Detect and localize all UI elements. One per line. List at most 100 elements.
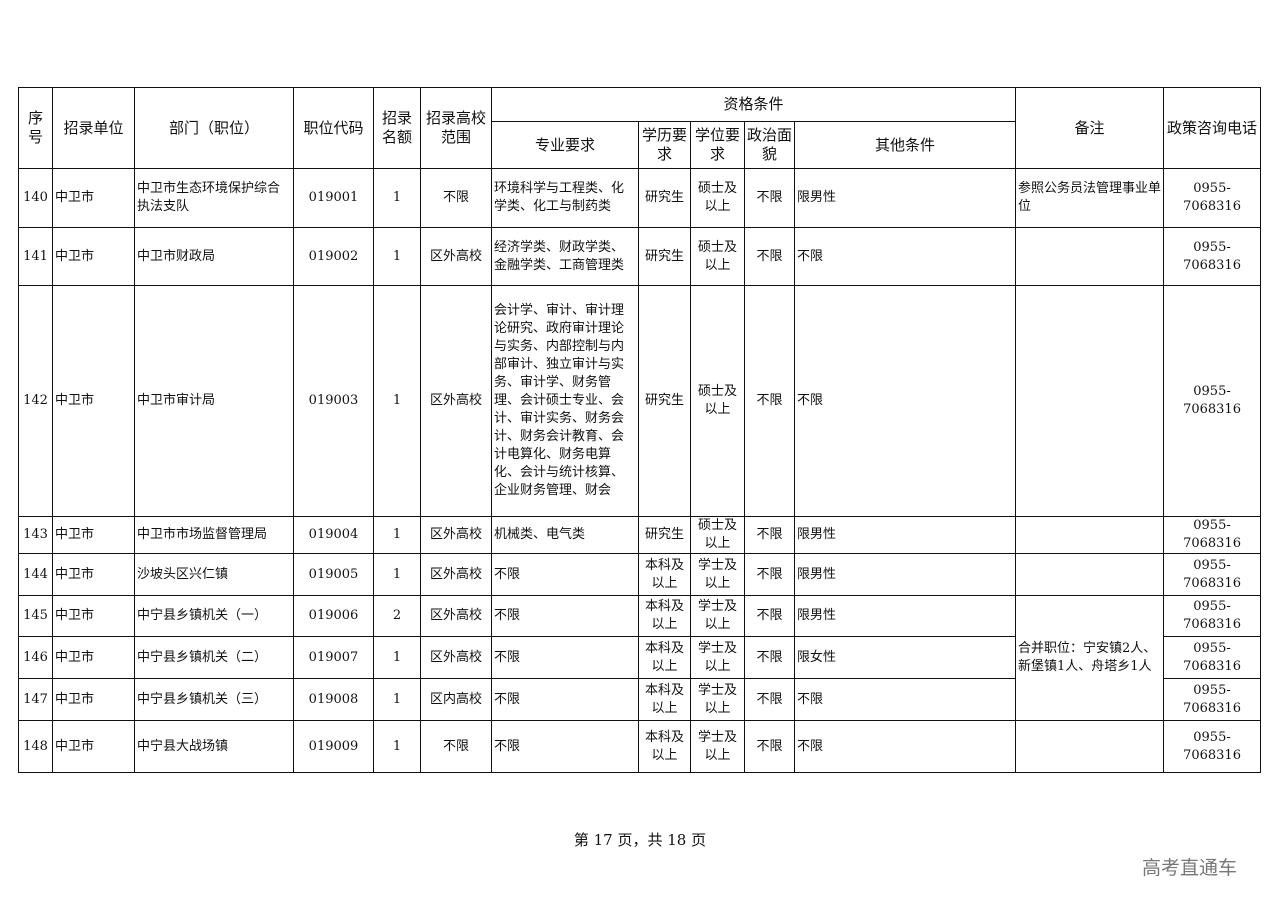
cell-remark [1015,227,1165,286]
cell-politics: 不限 [744,720,795,773]
cell-seq: 146 [18,636,53,679]
header-school: 招录高校范围 [420,87,492,169]
cell-seq: 145 [18,595,53,637]
cell-politics: 不限 [744,636,795,679]
cell-edu: 研究生 [638,285,691,517]
cell-major: 环境科学与工程类、化学类、化工与制药类 [491,168,639,228]
cell-code: 019003 [293,285,374,517]
cell-remark [1015,553,1165,596]
cell-degree: 学士及以上 [690,720,745,773]
cell-school: 不限 [420,168,492,228]
cell-major: 经济学类、财政学类、金融学类、工商管理类 [491,227,639,286]
cell-remark [1015,516,1165,554]
cell-politics: 不限 [744,285,795,517]
cell-phone: 0955-7068316 [1163,678,1262,721]
cell-quota: 1 [373,168,421,228]
cell-politics: 不限 [744,595,795,637]
cell-quota: 1 [373,553,421,596]
cell-edu: 研究生 [638,168,691,228]
cell-unit: 中卫市 [52,168,135,228]
header-politics: 政治面貌 [744,121,795,169]
cell-degree: 学士及以上 [690,678,745,721]
cell-unit: 中卫市 [52,553,135,596]
cell-edu: 本科及以上 [638,636,691,679]
cell-other: 限男性 [793,168,1017,228]
cell-remark: 合并职位：宁安镇2人、新堡镇1人、舟塔乡1人 [1015,595,1165,721]
cell-dept: 中宁县乡镇机关（一） [134,595,294,637]
cell-major: 不限 [491,678,639,721]
header-unit: 招录单位 [52,87,135,169]
cell-school: 区内高校 [420,678,492,721]
cell-seq: 142 [18,285,53,517]
recruitment-table: 序号 招录单位 部门（职位） 职位代码 招录名额 招录高校范围 资格条件 备注 … [18,87,1262,773]
cell-phone: 0955-7068316 [1163,595,1262,637]
cell-unit: 中卫市 [52,720,135,773]
table-row: 148 中卫市 中宁县大战场镇 019009 1 不限 不限 本科及以上 学士及以上 不限 不限 09… [18,720,1262,773]
table-row: 146 中卫市 中宁县乡镇机关（二） 019007 1 区外高校 不限 本科及以上 学士及以上不… [18,636,1262,679]
cell-other: 不限 [793,720,1017,773]
cell-code: 019001 [293,168,374,228]
cell-major: 会计学、审计、审计理论研究、政府审计理论与实务、内部控制与内部审计、独立审计与实… [491,285,639,517]
cell-other: 限女性 [793,636,1017,679]
cell-major: 机械类、电气类 [491,516,639,554]
cell-politics: 不限 [744,553,795,596]
cell-code: 019009 [293,720,374,773]
cell-school: 区外高校 [420,227,492,286]
cell-seq: 140 [18,168,53,228]
cell-dept: 沙坡头区兴仁镇 [134,553,294,596]
cell-degree: 学士及以上 [690,595,745,637]
cell-quota: 1 [373,227,421,286]
cell-unit: 中卫市 [52,516,135,554]
header-degree: 学位要求 [690,121,745,169]
cell-unit: 中卫市 [52,636,135,679]
cell-unit: 中卫市 [52,285,135,517]
header-seq: 序号 [18,87,53,169]
page-number: 第 17 页，共 18 页 [573,831,707,849]
cell-degree: 硕士及以上 [690,285,745,517]
cell-code: 019002 [293,227,374,286]
table-row: 144 中卫市 沙坡头区兴仁镇 019005 1 区外高校 不限 本科及以上 学士及以上 不限 限男… [18,553,1262,596]
cell-degree: 硕士及以上 [690,227,745,286]
cell-major: 不限 [491,636,639,679]
cell-remark: 参照公务员法管理事业单位 [1015,168,1165,228]
cell-degree: 硕士及以上 [690,168,745,228]
header-qualifications: 资格条件 [490,87,1017,122]
table-row: 142 中卫市 中卫市审计局 019003 1 区外高校 会计学、审计、审计理论研究、政府审… [18,285,1262,517]
cell-dept: 中卫市财政局 [134,227,294,286]
cell-dept: 中宁县乡镇机关（三） [134,678,294,721]
cell-edu: 本科及以上 [638,595,691,637]
cell-unit: 中卫市 [52,595,135,637]
cell-remark [1015,285,1165,517]
cell-phone: 0955-7068316 [1163,636,1262,679]
cell-phone: 0955-7068316 [1163,168,1262,228]
cell-other: 不限 [793,227,1017,286]
cell-quota: 1 [373,720,421,773]
cell-school: 区外高校 [420,285,492,517]
cell-edu: 本科及以上 [638,553,691,596]
header-code: 职位代码 [293,87,374,169]
cell-phone: 0955-7068316 [1163,285,1262,517]
cell-code: 019006 [293,595,374,637]
cell-school: 区外高校 [420,553,492,596]
cell-code: 019008 [293,678,374,721]
cell-quota: 1 [373,516,421,554]
table-row: 140 中卫市 中卫市生态环境保护综合执法支队 019001 1 不限 环境科学与工程类、化… [18,168,1262,228]
cell-unit: 中卫市 [52,678,135,721]
cell-major: 不限 [491,595,639,637]
cell-school: 不限 [420,720,492,773]
cell-other: 不限 [793,285,1017,517]
cell-phone: 0955-7068316 [1163,227,1262,286]
cell-phone: 0955-7068316 [1163,516,1262,554]
cell-dept: 中卫市市场监督管理局 [134,516,294,554]
cell-unit: 中卫市 [52,227,135,286]
cell-degree: 硕士及以上 [690,516,745,554]
cell-politics: 不限 [744,168,795,228]
table-row: 143 中卫市 中卫市市场监督管理局 019004 1 区外高校 机械类、电气类 研究生 硕士及… [18,516,1262,554]
cell-seq: 141 [18,227,53,286]
cell-degree: 学士及以上 [690,553,745,596]
header-remark: 备注 [1015,87,1165,169]
cell-dept: 中宁县大战场镇 [134,720,294,773]
cell-other: 限男性 [793,595,1017,637]
header-edu: 学历要求 [638,121,691,169]
cell-edu: 本科及以上 [638,678,691,721]
